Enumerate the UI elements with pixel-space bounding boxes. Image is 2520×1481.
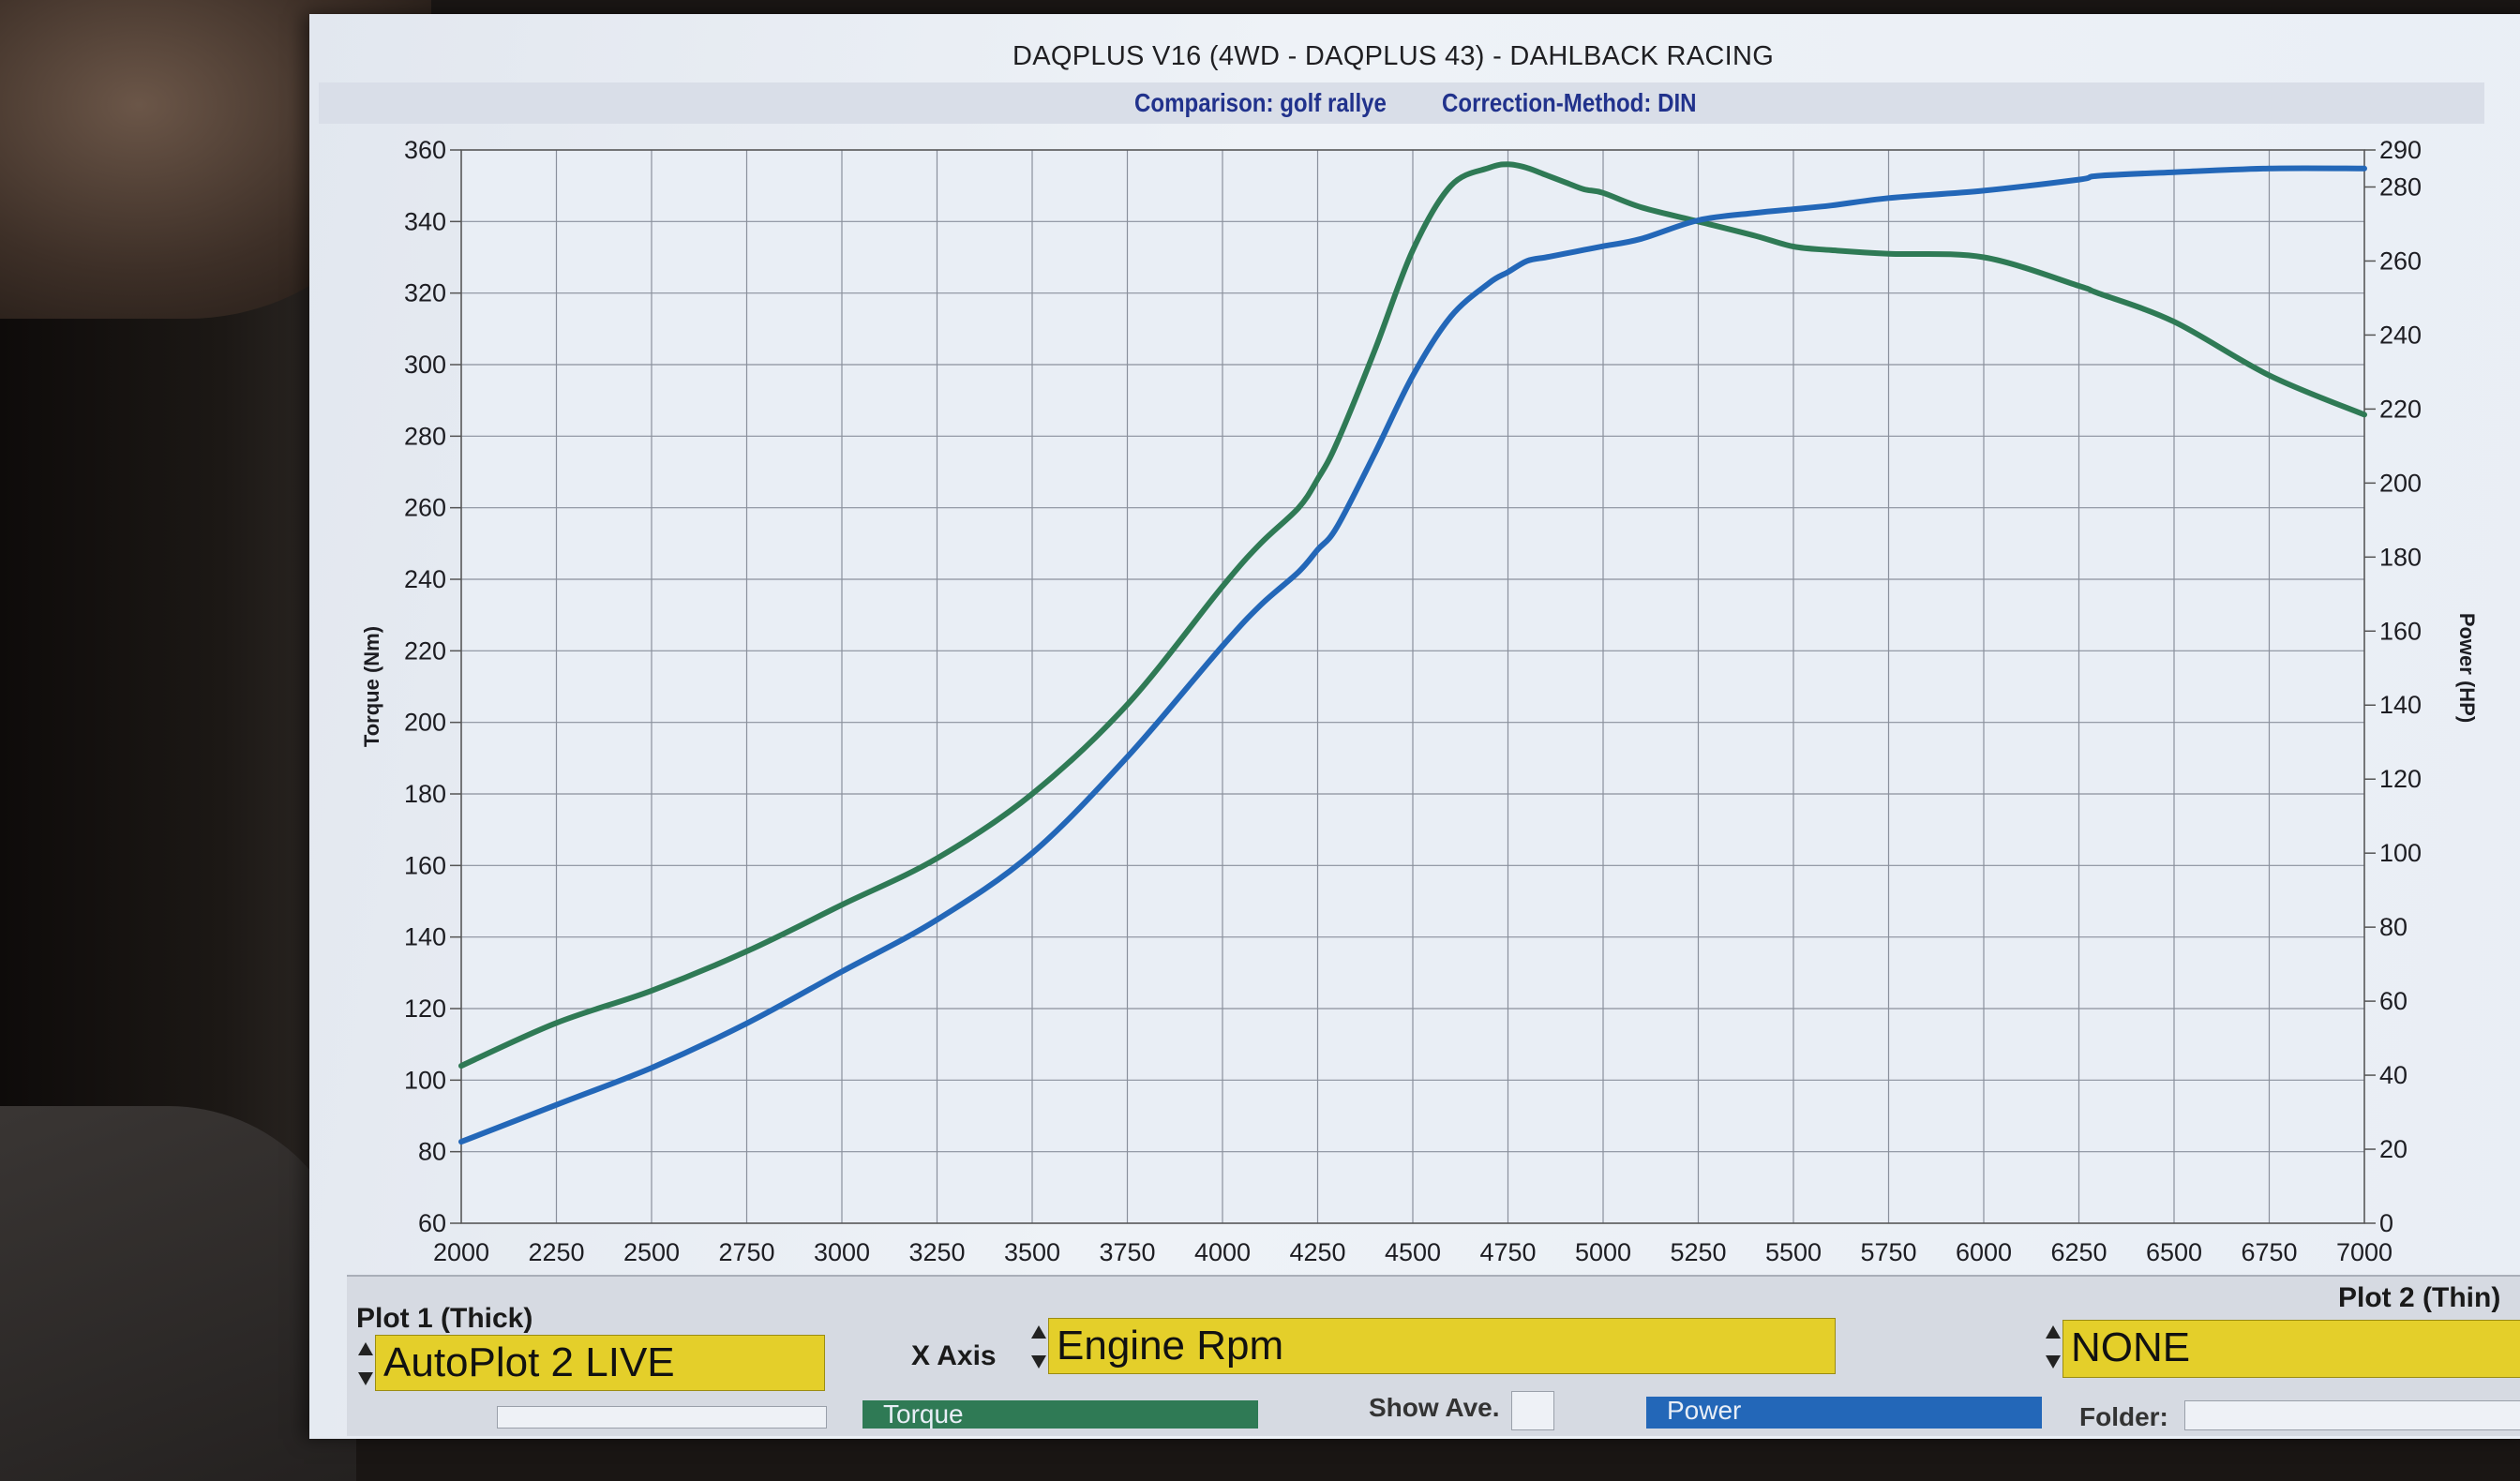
x-tick-label: 4750 <box>1479 1238 1536 1266</box>
y-tick-label-left: 220 <box>404 636 446 665</box>
y-tick-label-left: 120 <box>404 995 446 1023</box>
series-line-torque <box>458 161 2367 1070</box>
plot-border <box>460 149 2365 1224</box>
plot1-select[interactable]: AutoPlot 2 LIVE <box>375 1335 825 1391</box>
y-axis-label-right: Power (HP) <box>2455 613 2479 723</box>
x-tick-label: 4000 <box>1194 1238 1251 1266</box>
plot2-select[interactable]: NONE <box>2062 1320 2520 1378</box>
show-ave-label: Show Ave. <box>1369 1393 1500 1422</box>
y-tick-label-right: 240 <box>2379 321 2422 349</box>
xaxis-spinner-icon[interactable] <box>1031 1325 1046 1369</box>
y-tick-label-right: 280 <box>2379 172 2422 201</box>
x-tick-label: 5500 <box>1765 1238 1822 1266</box>
y-tick-label-left: 180 <box>404 780 446 808</box>
x-tick-label: 6250 <box>2050 1238 2107 1266</box>
y-tick-label-left: 260 <box>404 494 446 522</box>
y-tick-label-left: 60 <box>418 1209 446 1237</box>
y-tick-label-left: 140 <box>404 923 446 951</box>
plot1-spinner-icon[interactable] <box>358 1342 373 1385</box>
x-tick-label: 2500 <box>623 1238 680 1266</box>
plot2-spinner-icon[interactable] <box>2046 1325 2061 1369</box>
dyno-chart: 2000 2250 2500 2750 3000 3250 3500 3750 4000 4250… <box>360 136 2479 1266</box>
x-tick-label: 6750 <box>2241 1238 2297 1266</box>
plot2-label: Plot 2 (Thin) <box>2338 1282 2501 1313</box>
subtitle-bar <box>319 82 2484 124</box>
y-tick-label-left: 280 <box>404 422 446 450</box>
x-tick-label: 3000 <box>814 1238 870 1266</box>
y-tick-label-left: 80 <box>418 1138 446 1166</box>
x-tick-label: 2750 <box>718 1238 774 1266</box>
comparison-label: Comparison: golf rallye <box>1134 88 1387 117</box>
x-tick-label: 6000 <box>1956 1238 2012 1266</box>
y-tick-label-right: 180 <box>2379 543 2422 571</box>
y-tick-label-left: 320 <box>404 279 446 307</box>
y-tick-label-right: 60 <box>2379 987 2408 1015</box>
x-tick-label: 3500 <box>1004 1238 1060 1266</box>
y-tick-label-right: 120 <box>2379 765 2422 793</box>
x-tick-label: 7000 <box>2336 1238 2392 1266</box>
plot1-label: Plot 1 (Thick) <box>356 1303 533 1334</box>
x-tick-label: 2250 <box>528 1238 584 1266</box>
y-tick-label-right: 0 <box>2379 1209 2393 1237</box>
x-tick-label: 4500 <box>1385 1238 1441 1266</box>
correction-label: Correction-Method: DIN <box>1442 88 1697 117</box>
xaxis-label: X Axis <box>911 1340 997 1371</box>
xaxis-select[interactable]: Engine Rpm <box>1048 1318 1836 1374</box>
x-tick-label: 2000 <box>433 1238 489 1266</box>
y-tick-label-left: 160 <box>404 851 446 879</box>
series-line-power <box>458 165 2367 1145</box>
y-tick-label-left: 240 <box>404 565 446 593</box>
x-tick-label: 5250 <box>1670 1238 1726 1266</box>
y-tick-label-right: 200 <box>2379 469 2422 497</box>
y-tick-label-left: 100 <box>404 1066 446 1094</box>
power-color-swatch[interactable]: Power <box>1646 1397 2042 1429</box>
torque-color-swatch[interactable]: Torque <box>862 1400 1258 1429</box>
y-tick-label-right: 260 <box>2379 247 2422 275</box>
folder-input[interactable] <box>2184 1400 2520 1430</box>
y-tick-label-left: 300 <box>404 351 446 379</box>
y-tick-label-left: 200 <box>404 709 446 737</box>
y-tick-label-right: 40 <box>2379 1061 2408 1089</box>
y-tick-label-right: 100 <box>2379 839 2422 867</box>
x-tick-label: 4250 <box>1289 1238 1345 1266</box>
y-tick-label-left: 360 <box>404 136 446 164</box>
folder-label: Folder: <box>2079 1402 2168 1431</box>
y-tick-label-right: 80 <box>2379 913 2408 941</box>
y-tick-label-right: 220 <box>2379 395 2422 423</box>
x-tick-label: 5750 <box>1860 1238 1916 1266</box>
x-tick-label: 3250 <box>908 1238 965 1266</box>
sleeve <box>0 1106 356 1481</box>
y-axis-label-left: Torque (Nm) <box>360 626 383 747</box>
y-tick-label-left: 340 <box>404 207 446 235</box>
chart-title: DAQPLUS V16 (4WD - DAQPLUS 43) - DAHLBAC… <box>1012 41 1775 71</box>
y-tick-label-right: 160 <box>2379 617 2422 645</box>
x-tick-label: 3750 <box>1099 1238 1155 1266</box>
y-tick-label-right: 290 <box>2379 136 2422 164</box>
x-tick-label: 5000 <box>1575 1238 1631 1266</box>
plot1-input[interactable] <box>497 1406 827 1429</box>
y-tick-label-right: 20 <box>2379 1135 2408 1163</box>
x-tick-label: 6500 <box>2146 1238 2202 1266</box>
y-tick-label-right: 140 <box>2379 691 2422 719</box>
